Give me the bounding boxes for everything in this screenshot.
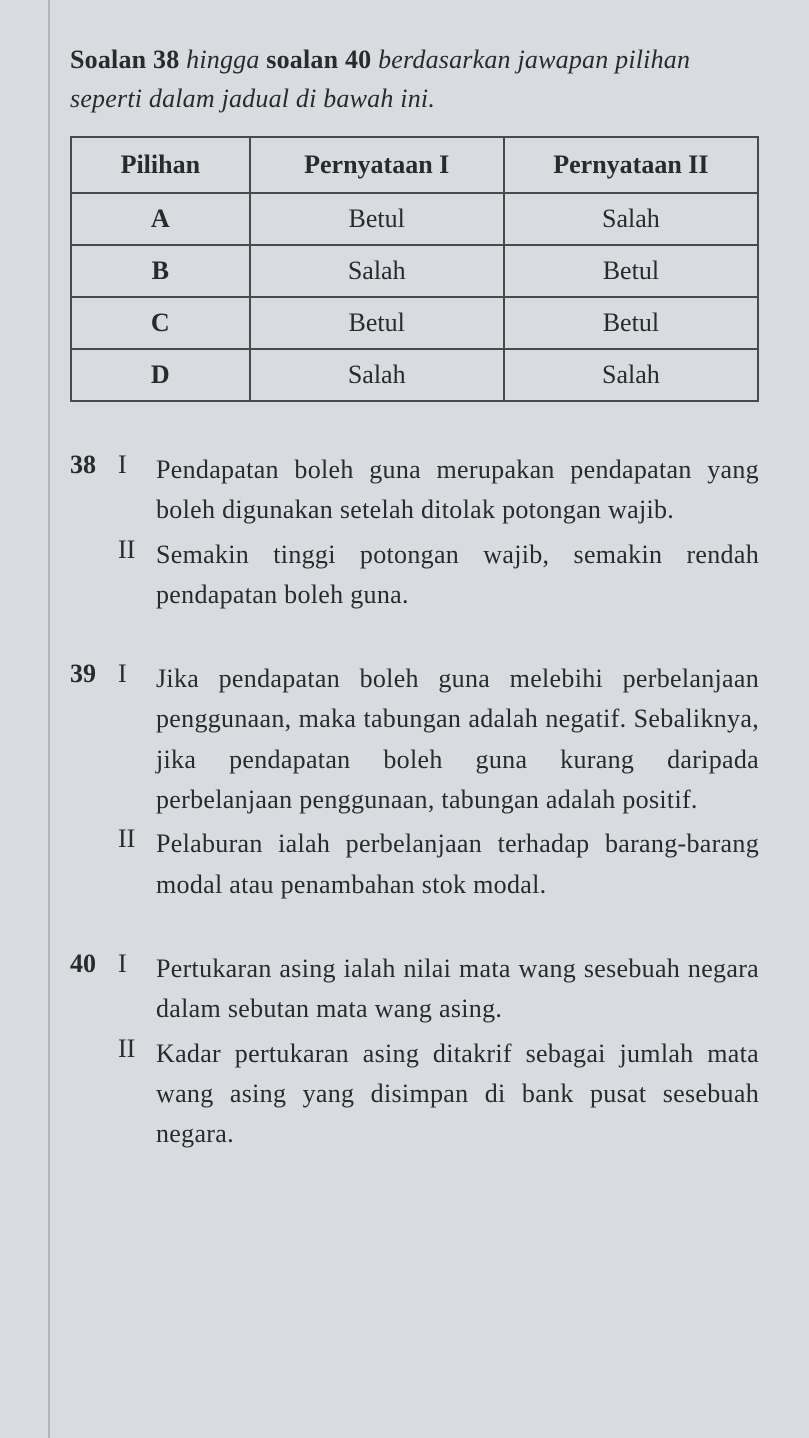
question-number: 40 [70,949,118,979]
cell-value: Betul [250,193,504,245]
statement-text: Jika pendapatan boleh guna melebihi perb… [156,659,759,820]
question-number: 38 [70,450,118,480]
statement-text: Kadar pertukaran asing ditakrif sebagai … [156,1034,759,1155]
question-number: 39 [70,659,118,689]
answer-options-table: Pilihan Pernyataan I Pernyataan II ABetu… [70,136,759,402]
header-pernyataan-2: Pernyataan II [504,137,758,193]
table-row: CBetulBetul [71,297,758,349]
instruction-part1: Soalan 38 [70,45,179,74]
cell-value: Salah [504,193,758,245]
statement-text: Pelaburan ialah perbelanjaan terhadap ba… [156,824,759,905]
statement-label: I [118,949,156,979]
statement-label: I [118,659,156,689]
statement-text: Semakin tinggi potongan wajib, semakin r… [156,535,759,616]
statement-label: I [118,450,156,480]
cell-pilihan: A [71,193,250,245]
cell-pilihan: D [71,349,250,401]
statement-text: Pendapatan boleh guna merupakan pendapat… [156,450,759,531]
cell-pilihan: B [71,245,250,297]
cell-value: Salah [504,349,758,401]
statement-row: IISemakin tinggi potongan wajib, semakin… [70,535,759,616]
question-block: 39IJika pendapatan boleh guna melebihi p… [70,659,759,905]
statement-row: 40IPertukaran asing ialah nilai mata wan… [70,949,759,1030]
statement-label: II [118,824,156,854]
cell-value: Betul [250,297,504,349]
cell-value: Salah [250,245,504,297]
table-row: DSalahSalah [71,349,758,401]
question-block: 40IPertukaran asing ialah nilai mata wan… [70,949,759,1154]
table-header-row: Pilihan Pernyataan I Pernyataan II [71,137,758,193]
statement-text: Pertukaran asing ialah nilai mata wang s… [156,949,759,1030]
statement-row: IIPelaburan ialah perbelanjaan terhadap … [70,824,759,905]
statement-row: 39IJika pendapatan boleh guna melebihi p… [70,659,759,820]
statement-label: II [118,535,156,565]
header-pilihan: Pilihan [71,137,250,193]
statement-row: IIKadar pertukaran asing ditakrif sebaga… [70,1034,759,1155]
instruction-part2: hingga [179,45,266,74]
cell-value: Betul [504,245,758,297]
question-block: 38IPendapatan boleh guna merupakan penda… [70,450,759,615]
statement-row: 38IPendapatan boleh guna merupakan penda… [70,450,759,531]
instruction-part3: soalan 40 [266,45,371,74]
table-row: ABetulSalah [71,193,758,245]
instruction-text: Soalan 38 hingga soalan 40 berdasarkan j… [70,40,759,118]
header-pernyataan-1: Pernyataan I [250,137,504,193]
cell-pilihan: C [71,297,250,349]
cell-value: Betul [504,297,758,349]
table-row: BSalahBetul [71,245,758,297]
statement-label: II [118,1034,156,1064]
cell-value: Salah [250,349,504,401]
